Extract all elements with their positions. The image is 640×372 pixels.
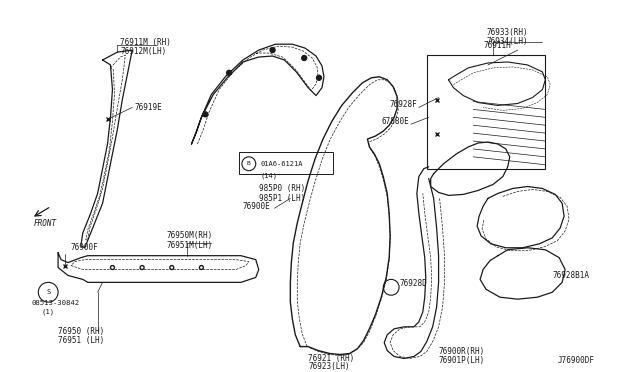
Text: 76901P(LH): 76901P(LH) <box>438 356 485 365</box>
Text: (14): (14) <box>260 172 278 179</box>
Text: 76951M(LH): 76951M(LH) <box>167 241 213 250</box>
Text: 76900R(RH): 76900R(RH) <box>438 347 485 356</box>
Circle shape <box>301 55 307 61</box>
Text: 985P1 (LH): 985P1 (LH) <box>259 194 305 203</box>
Text: 76911H: 76911H <box>483 41 511 50</box>
Text: 08513-30842: 08513-30842 <box>31 300 79 306</box>
Text: 76934(LH): 76934(LH) <box>486 37 527 46</box>
Text: 76951 (LH): 76951 (LH) <box>58 336 104 345</box>
Bar <box>239 152 333 174</box>
Text: 76950 (RH): 76950 (RH) <box>58 327 104 336</box>
Text: 76900E: 76900E <box>243 202 271 211</box>
Text: (1): (1) <box>42 309 54 315</box>
Circle shape <box>270 48 275 52</box>
Text: 76921 (RH): 76921 (RH) <box>308 354 355 363</box>
Text: 76919E: 76919E <box>134 103 162 112</box>
Text: 76923(LH): 76923(LH) <box>308 362 350 371</box>
Text: 67880E: 67880E <box>381 117 409 126</box>
Text: B: B <box>247 161 251 166</box>
Circle shape <box>317 75 321 80</box>
Text: 76928B1A: 76928B1A <box>552 271 589 280</box>
Text: FRONT: FRONT <box>33 219 56 228</box>
Text: 76911M (RH): 76911M (RH) <box>120 38 172 47</box>
Text: 76912M(LH): 76912M(LH) <box>120 46 166 55</box>
Text: 76933(RH): 76933(RH) <box>486 28 527 37</box>
Text: S: S <box>46 289 51 295</box>
Text: 76950M(RH): 76950M(RH) <box>167 231 213 240</box>
Text: 76928F: 76928F <box>389 100 417 109</box>
Text: J76900DF: J76900DF <box>557 356 594 365</box>
Circle shape <box>227 70 232 75</box>
Circle shape <box>203 112 208 117</box>
Text: 76928D: 76928D <box>399 279 427 288</box>
Text: 01A6-6121A: 01A6-6121A <box>260 161 303 167</box>
Text: 985P0 (RH): 985P0 (RH) <box>259 184 305 193</box>
Bar <box>427 55 545 169</box>
Text: 76900F: 76900F <box>71 243 99 252</box>
